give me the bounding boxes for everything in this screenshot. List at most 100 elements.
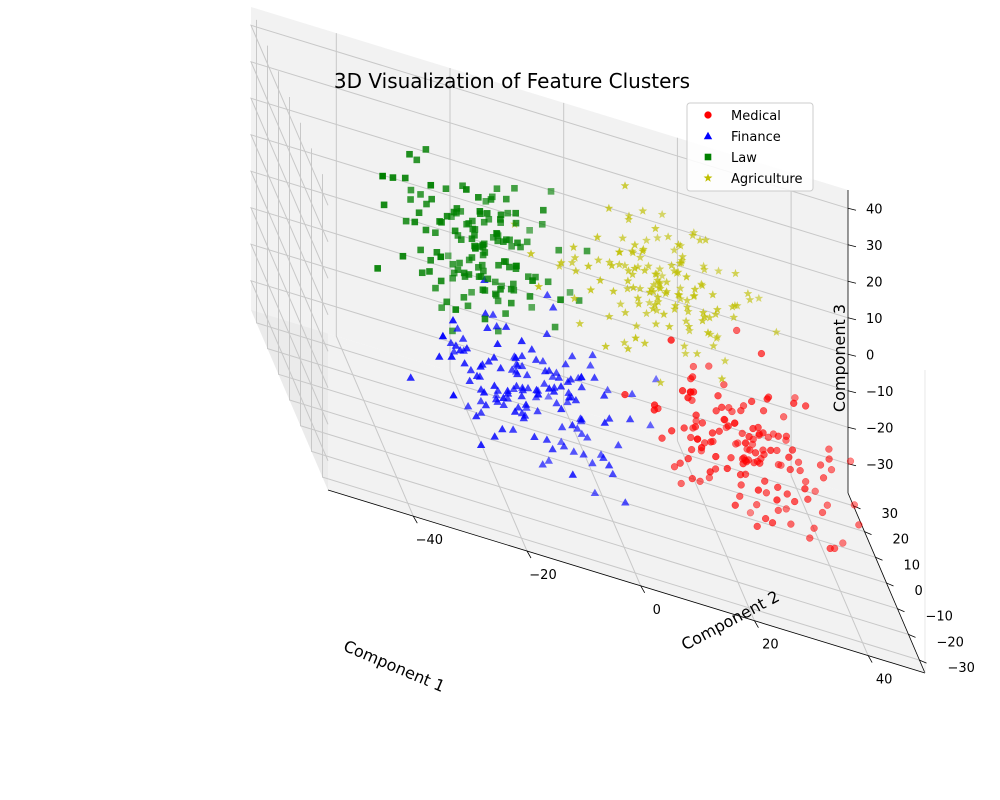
point-agriculture	[667, 260, 676, 270]
point-agriculture	[655, 284, 665, 293]
point-finance	[579, 450, 588, 458]
point-medical	[855, 521, 863, 529]
point-law	[427, 181, 435, 189]
point-law	[454, 266, 462, 273]
point-finance	[481, 400, 491, 409]
point-agriculture	[731, 268, 740, 278]
point-law	[512, 219, 520, 227]
point-law	[423, 200, 430, 208]
x-tick-label: 40	[876, 673, 893, 688]
point-agriculture	[571, 266, 581, 275]
point-law	[417, 246, 424, 254]
point-law	[407, 186, 415, 194]
grid-line-x	[335, 33, 414, 517]
point-law	[427, 256, 434, 264]
legend-marker-medical	[704, 111, 712, 119]
point-agriculture	[665, 322, 674, 331]
point-finance	[554, 373, 564, 381]
point-agriculture	[620, 181, 630, 190]
point-agriculture	[681, 316, 691, 325]
point-finance	[538, 357, 548, 365]
point-law	[514, 239, 521, 247]
point-medical	[810, 524, 818, 532]
z-tick	[847, 353, 857, 357]
point-finance	[588, 350, 597, 359]
point-agriculture	[676, 294, 685, 303]
point-agriculture	[570, 253, 580, 262]
z-tick-label: 30	[866, 239, 883, 254]
point-agriculture	[624, 266, 633, 275]
point-agriculture	[681, 349, 690, 358]
point-medical	[768, 519, 777, 527]
point-agriculture	[628, 283, 638, 292]
point-medical	[667, 336, 675, 344]
point-agriculture	[630, 240, 640, 249]
point-law	[389, 174, 397, 181]
point-finance	[564, 393, 574, 401]
point-law	[468, 235, 476, 243]
point-medical	[826, 544, 834, 553]
point-medical	[783, 490, 791, 498]
point-finance	[549, 387, 559, 395]
point-medical	[827, 466, 836, 474]
point-law	[460, 294, 468, 301]
point-finance	[561, 360, 570, 368]
point-law	[415, 209, 423, 217]
point-agriculture	[657, 209, 667, 219]
point-law	[525, 273, 532, 280]
point-law	[497, 216, 504, 223]
point-finance	[510, 407, 520, 415]
point-agriculture	[682, 272, 691, 281]
point-law	[442, 185, 450, 193]
point-finance	[460, 359, 469, 367]
point-finance	[543, 290, 552, 298]
point-medical	[753, 522, 761, 531]
point-medical	[693, 435, 702, 443]
x-tick	[526, 550, 532, 559]
point-law	[463, 186, 470, 193]
legend-label-medical: Medical	[731, 109, 781, 124]
point-agriculture	[615, 247, 625, 256]
point-law	[433, 248, 441, 256]
point-law	[374, 265, 381, 272]
legend-marker-agriculture	[703, 173, 713, 182]
point-finance	[646, 421, 655, 429]
point-agriculture	[683, 307, 693, 316]
point-law	[413, 156, 421, 164]
point-law	[547, 188, 555, 195]
point-agriculture	[682, 295, 692, 305]
y-tick-label: 10	[904, 558, 921, 573]
legend-marker-law	[704, 153, 712, 161]
point-agriculture	[621, 308, 630, 317]
point-finance	[490, 432, 499, 440]
point-agriculture	[526, 249, 536, 258]
point-medical	[737, 406, 745, 415]
point-agriculture	[685, 326, 694, 335]
point-finance	[453, 324, 462, 332]
point-medical	[751, 449, 760, 457]
point-agriculture	[650, 300, 660, 309]
z-axis-label: Component 3	[830, 304, 849, 412]
point-law	[491, 290, 499, 298]
scatter-points	[374, 146, 863, 553]
point-finance	[568, 420, 577, 429]
point-medical	[714, 392, 722, 400]
grid-line-x	[563, 102, 642, 587]
point-medical	[684, 455, 692, 463]
x-tick-label: −40	[416, 533, 443, 548]
point-finance	[488, 310, 498, 318]
point-law	[480, 267, 487, 275]
point-agriculture	[645, 298, 654, 307]
point-medical	[764, 433, 772, 441]
point-law	[497, 211, 505, 219]
point-finance	[548, 444, 557, 453]
back-pane	[251, 7, 848, 493]
point-agriculture	[628, 248, 638, 257]
point-law	[452, 306, 460, 313]
point-agriculture	[556, 258, 566, 267]
y-tick	[897, 608, 905, 613]
point-finance	[519, 413, 528, 422]
point-medical	[763, 395, 771, 403]
point-medical	[791, 497, 799, 506]
point-agriculture	[676, 283, 685, 293]
